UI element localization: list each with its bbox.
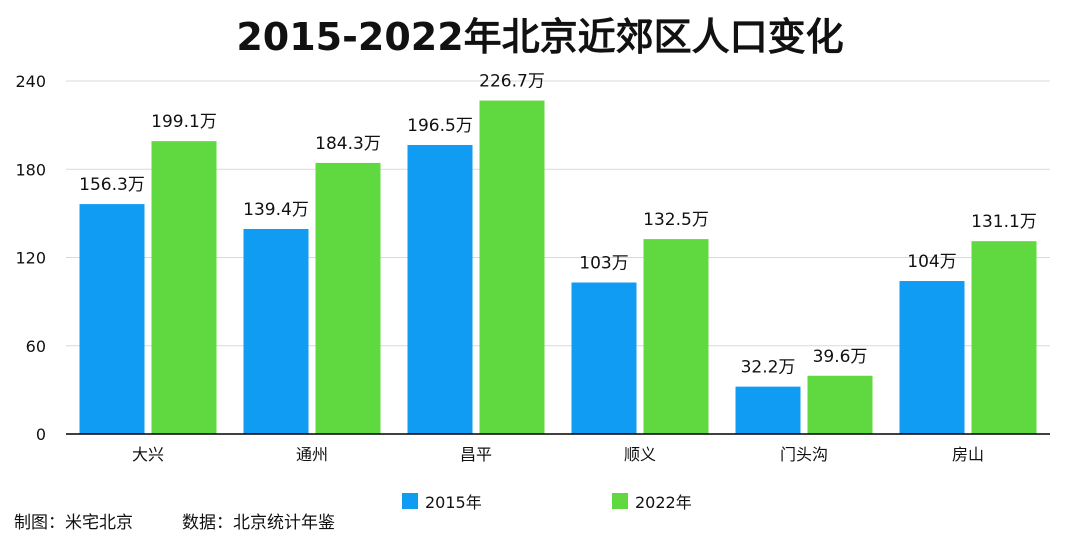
legend-item-2022: 2022年 [612,490,692,512]
data-label: 131.1万 [971,212,1037,232]
bar [479,100,545,435]
y-tick-label: 60 [26,337,46,356]
bars [79,100,1037,435]
x-tick-label: 大兴 [132,445,164,464]
bar [243,228,309,434]
bar [643,239,709,434]
legend-label-2015: 2015年 [425,493,482,512]
data-label: 104万 [907,252,956,272]
y-tick-label: 180 [15,160,46,179]
x-tick-label: 昌平 [460,445,492,464]
bar [899,281,965,434]
data-label: 196.5万 [407,116,473,136]
y-tick-label: 240 [15,72,46,91]
data-label: 156.3万 [79,175,145,195]
bar [151,141,217,434]
legend-item-2015: 2015年 [402,490,482,512]
legend-swatch-2015 [402,493,418,509]
gridlines [66,80,1050,347]
x-axis-tick-labels: 大兴 通州 昌平 顺义 门头沟 房山 [132,445,984,464]
data-label: 39.6万 [813,347,868,367]
y-axis-tick-labels: 0 60 120 180 240 [15,72,46,444]
legend-label-2022: 2022年 [635,493,692,512]
x-tick-label: 顺义 [624,445,656,464]
y-tick-label: 120 [15,249,46,268]
bar [407,144,473,434]
x-tick-label: 门头沟 [780,445,828,464]
credit-source: 数据：北京统计年鉴 [182,513,335,533]
bar [807,375,873,434]
x-tick-label: 房山 [952,445,984,464]
legend-swatch-2022 [612,493,628,509]
bar [315,162,381,434]
data-label: 184.3万 [315,134,381,154]
y-tick-label: 0 [36,425,46,444]
bar [571,282,637,434]
bar [735,386,801,434]
data-label: 132.5万 [643,210,709,230]
data-labels: 156.3万 199.1万 139.4万 184.3万 196.5万 226.7万 103万… [79,72,1037,378]
data-label: 103万 [579,254,628,274]
data-label: 199.1万 [151,112,217,132]
data-label: 226.7万 [479,72,545,92]
data-label: 139.4万 [243,200,309,220]
data-label: 32.2万 [741,358,796,378]
x-tick-label: 通州 [296,445,328,464]
bar [79,204,145,434]
bar [971,241,1037,434]
credit-maker: 制图：米宅北京 [14,513,133,533]
chart-title: 2015-2022年北京近郊区人口变化 [236,15,844,59]
